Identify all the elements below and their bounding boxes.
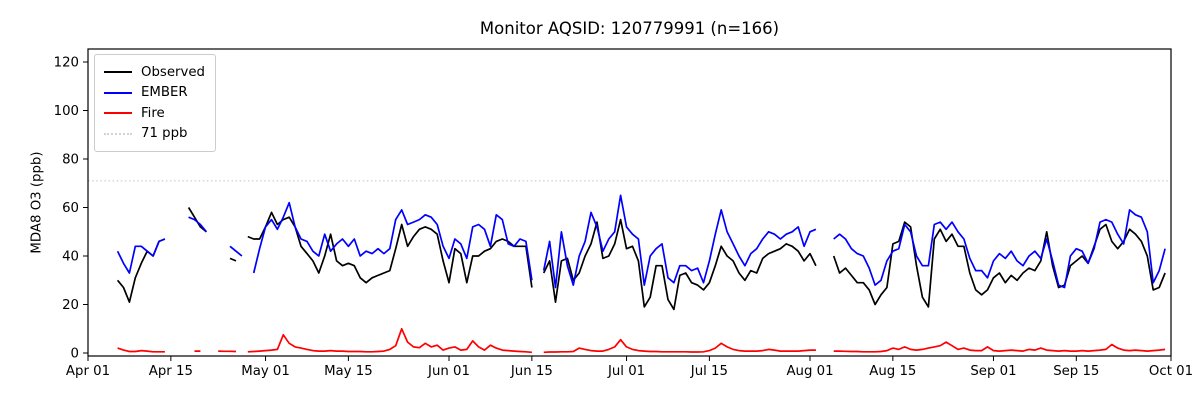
x-tick-label: Jun 01 <box>427 364 470 379</box>
y-tick-label: 100 <box>54 104 79 119</box>
x-tick-label: Apr 01 <box>66 364 110 379</box>
legend: Observed EMBER Fire 71 ppb <box>94 54 216 152</box>
y-tick-label: 120 <box>54 56 79 71</box>
legend-item-ember: EMBER <box>104 83 205 104</box>
x-tick-label: Sep 01 <box>970 364 1016 379</box>
x-tick-label: Aug 01 <box>786 364 833 379</box>
y-tick-label: 60 <box>62 201 79 216</box>
x-tick-label: Jul 01 <box>607 364 645 379</box>
x-tick-label: Jul 15 <box>690 364 728 379</box>
x-tick-label: May 01 <box>241 364 290 379</box>
legend-item-observed: Observed <box>104 62 205 83</box>
legend-label: Observed <box>141 64 205 80</box>
y-tick-label: 0 <box>71 347 79 362</box>
y-tick-label: 80 <box>62 153 79 168</box>
fire-line-sample <box>104 112 132 115</box>
legend-item-threshold: 71 ppb <box>104 124 205 145</box>
chart-title: Monitor AQSID: 120779991 (n=166) <box>479 19 780 38</box>
plot-border <box>87 48 1172 357</box>
legend-label: Fire <box>141 105 165 121</box>
fire-line <box>117 327 1166 354</box>
x-tick-label: Aug 15 <box>869 364 916 379</box>
legend-label: 71 ppb <box>141 126 188 142</box>
legend-item-fire: Fire <box>104 103 205 124</box>
x-tick-label: Oct 01 <box>1149 364 1193 379</box>
legend-label: EMBER <box>141 85 188 101</box>
x-tick-label: Jun 15 <box>510 364 553 379</box>
x-tick-label: May 15 <box>324 364 373 379</box>
ember-line <box>116 194 1166 289</box>
ember-line-sample <box>104 91 132 94</box>
threshold-line-sample <box>104 132 132 135</box>
observed-line-sample <box>104 71 132 74</box>
y-tick-label: 40 <box>62 250 79 265</box>
x-tick-label: Apr 15 <box>149 364 193 379</box>
x-tick-label: Sep 15 <box>1053 364 1099 379</box>
y-tick-label: 20 <box>62 298 79 313</box>
